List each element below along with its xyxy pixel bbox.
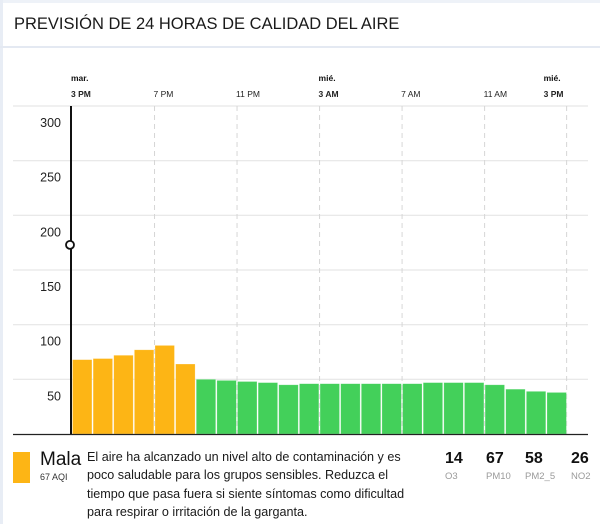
bar (381, 383, 402, 435)
header-separator (0, 46, 600, 48)
y-tick-label: 300 (40, 116, 61, 130)
aqi-summary: Mala 67 AQI El aire ha alcanzado un nive… (0, 440, 600, 524)
bar (484, 384, 505, 435)
bar (216, 380, 237, 435)
bar (526, 391, 547, 435)
y-tick-label: 250 (40, 171, 61, 185)
bar (402, 383, 423, 435)
pollutant-name: PM2_5 (525, 471, 556, 482)
bar (237, 381, 258, 435)
x-tick-day: mié. (544, 73, 561, 83)
pollutant-o3: 14 O3 (445, 450, 486, 482)
y-tick-label: 100 (40, 335, 61, 349)
x-tick-label: 3 AM (319, 89, 339, 99)
pollutant-name: PM10 (486, 471, 511, 482)
axis-layer: 50 100 150 200 250 300 mar. 3 PM 7 PM 11 PM mié. 3 … (13, 73, 588, 436)
pollutant-no2: 26 NO2 (571, 450, 600, 482)
bar (195, 379, 217, 435)
bar (340, 383, 361, 435)
header: PREVISIÓN DE 24 HORAS DE CALIDAD DEL AIR… (3, 3, 600, 46)
x-tick-label: 3 PM (544, 89, 564, 99)
bar (443, 382, 464, 435)
bar (464, 382, 485, 435)
pollutant-value: 14 (445, 450, 463, 467)
pollutant-pm10: 67 PM10 (486, 450, 525, 482)
page-left-border (0, 0, 3, 524)
bar (92, 358, 113, 435)
bar (505, 388, 526, 435)
current-time-marker (65, 239, 75, 250)
y-tick-label: 50 (47, 389, 61, 403)
bar (154, 345, 175, 435)
y-tick-label: 150 (40, 280, 61, 294)
bar (257, 382, 278, 435)
x-tick-day: mié. (319, 73, 336, 83)
bar (113, 354, 134, 435)
x-tick-label: 11 AM (484, 89, 507, 99)
aqi-description: El aire ha alcanzado un nivel alto de co… (87, 450, 405, 520)
pollutant-value: 67 (486, 450, 504, 467)
pollutant-name: NO2 (571, 471, 591, 482)
bar (278, 384, 299, 435)
page-top-border (0, 0, 600, 3)
bar (134, 349, 155, 435)
pollutant-pm2-5: 58 PM2_5 (525, 450, 571, 482)
aqi-forecast-chart: 50 100 150 200 250 300 mar. 3 PM 7 PM 11 PM mié. 3 … (13, 73, 588, 436)
bar (422, 382, 443, 435)
x-tick-label: 7 AM (401, 89, 420, 99)
aqi-value: 67 AQI (40, 472, 68, 482)
pollutant-value: 26 (571, 450, 589, 467)
bar (546, 392, 567, 435)
bar (299, 383, 320, 435)
bar (319, 383, 340, 435)
pollutant-value: 58 (525, 450, 543, 467)
bar (72, 359, 93, 435)
x-tick-day: mar. (71, 73, 89, 83)
bar-layer (72, 345, 567, 435)
pollutant-name: O3 (445, 471, 458, 482)
x-tick-label: 7 PM (154, 89, 174, 99)
x-tick-label: 3 PM (71, 89, 91, 99)
aqi-level-swatch (13, 452, 30, 483)
x-tick-label: 11 PM (236, 89, 260, 99)
bar (361, 383, 382, 435)
y-tick-label: 200 (40, 225, 61, 239)
aqi-level-label: Mala (40, 449, 82, 470)
bar (175, 363, 196, 435)
pollutant-list: 14 O3 67 PM10 58 PM2_5 26 NO2 (445, 450, 600, 482)
page-title: PREVISIÓN DE 24 HORAS DE CALIDAD DEL AIR… (14, 15, 400, 33)
